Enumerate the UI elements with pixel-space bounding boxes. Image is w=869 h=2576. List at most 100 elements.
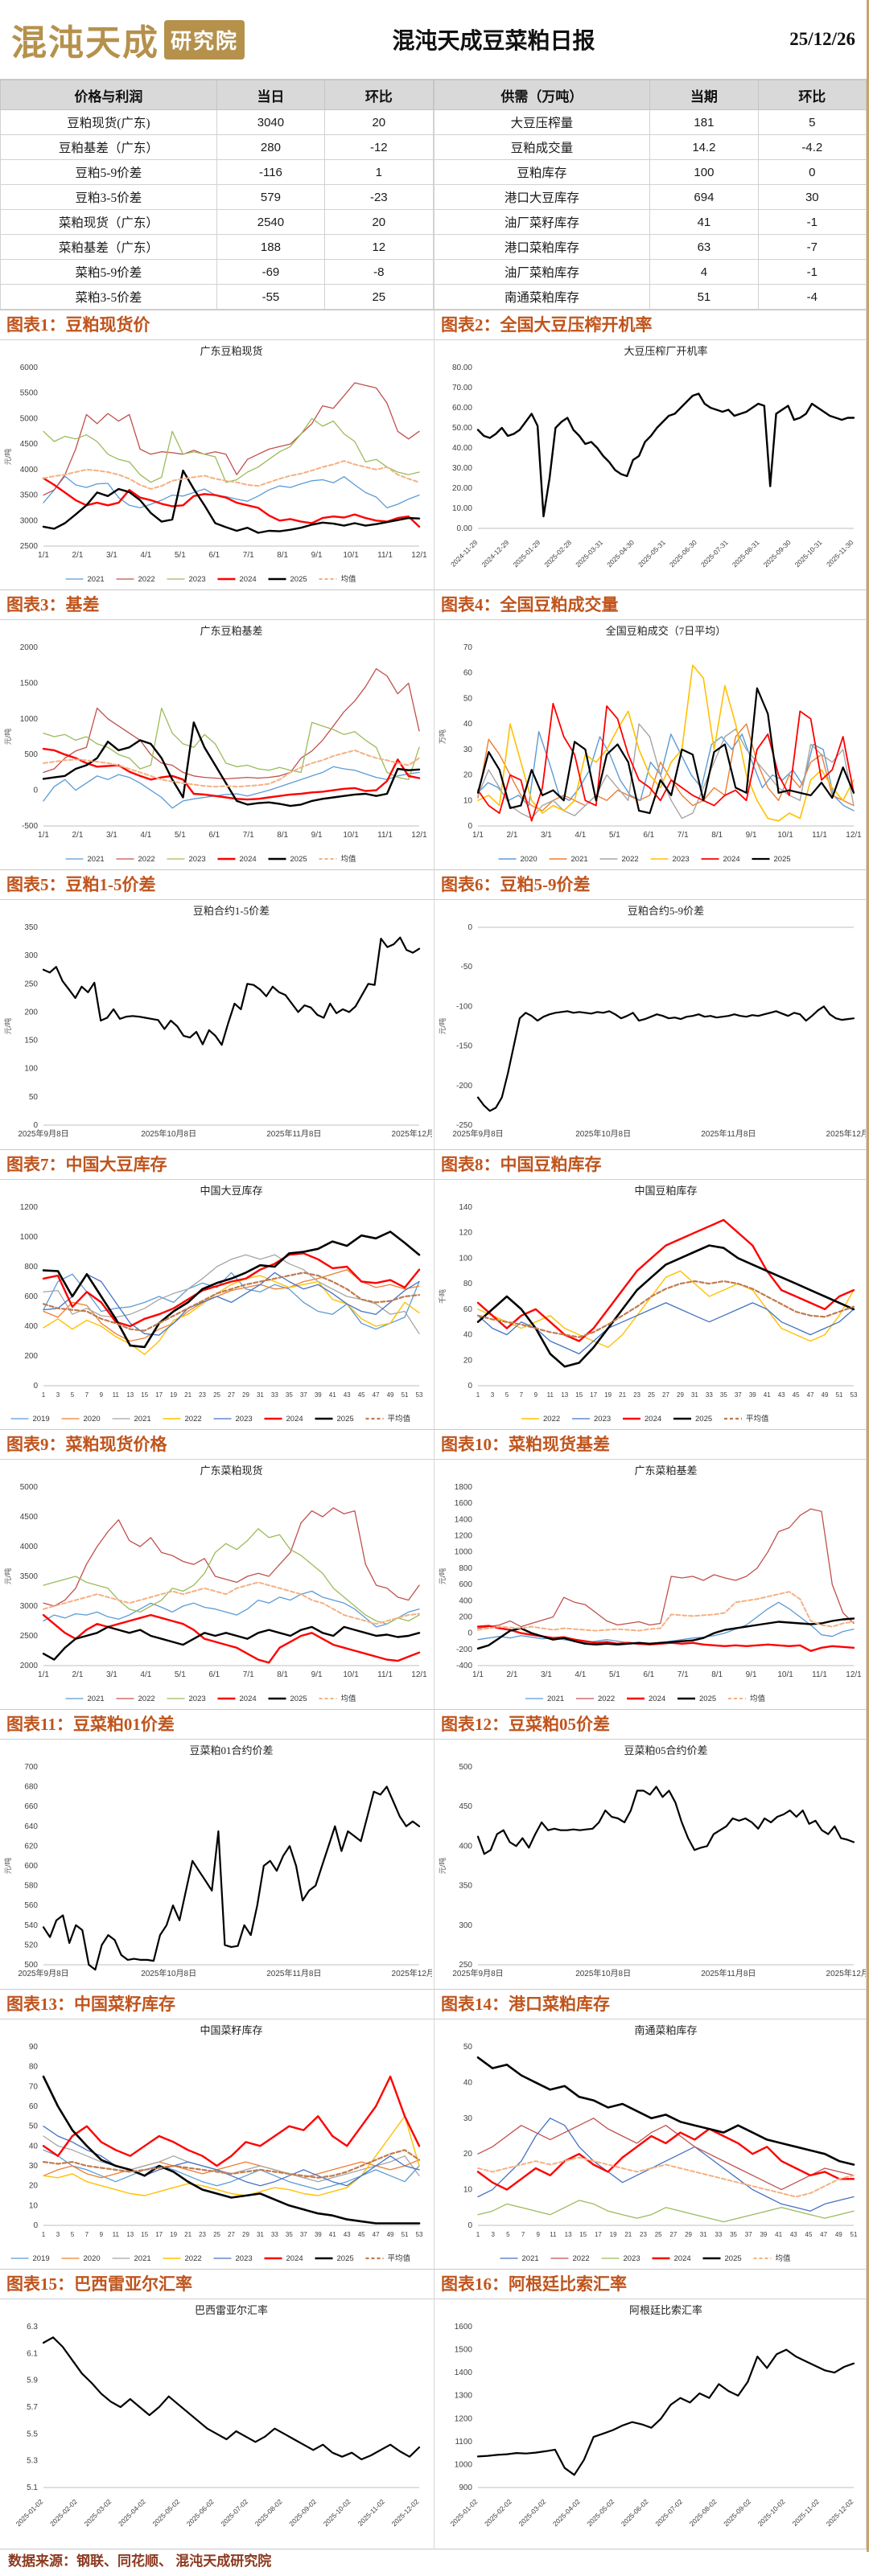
table-row: 菜粕5-9价差 -69 -8 <box>0 259 434 285</box>
row-label: 菜粕基差（广东） <box>0 234 217 260</box>
legend-label: 2021 <box>134 2254 151 2263</box>
chart-cell-c10: 图表10：菜粕现货基差 广东菜粕基差 -400 -200 0 200 400 600 800 10… <box>434 1430 867 1710</box>
series-line-2022 <box>477 1270 855 1349</box>
y-tick-label: 0 <box>467 923 472 932</box>
value-cell: 5 <box>757 109 867 135</box>
x-tick-label: 27 <box>669 2231 677 2238</box>
series-line-2024 <box>42 477 421 528</box>
y-tick-label: 5.3 <box>27 2457 38 2466</box>
legend-label: 2021 <box>88 1695 105 1703</box>
y-tick-label: 200 <box>459 1613 472 1621</box>
x-tick-label: 2025-08-02 <box>688 2497 719 2528</box>
x-tick-label: 45 <box>358 1391 365 1399</box>
y-tick-label: 50 <box>29 1093 39 1102</box>
x-tick-label: 5 <box>71 2231 75 2238</box>
x-tick-label: 2025年12月8日 <box>826 1968 867 1978</box>
x-tick-label: 2025年9月8日 <box>452 1968 503 1978</box>
legend-label: 2019 <box>33 1415 50 1424</box>
brand-logo-seal-icon: 研究院 <box>164 19 245 60</box>
y-tick-label: 90 <box>29 2043 39 2052</box>
chart-caption: 图表8：中国豆粕库存 <box>434 1150 866 1180</box>
x-tick-label: 2025-08-02 <box>253 2497 284 2528</box>
value-cell: -23 <box>324 184 434 210</box>
legend-label: 2021 <box>134 1415 151 1424</box>
x-tick-label: 7/1 <box>243 551 254 560</box>
x-tick-label: 9 <box>100 1391 104 1399</box>
y-tick-label: 520 <box>24 1941 38 1949</box>
x-tick-label: 2025-12-02 <box>825 2497 855 2528</box>
price-profit-table: 价格与利润 当日 环比 豆粕现货(广东) 3040 20 豆粕基差（广东） 280 -12 豆粕5… <box>0 80 434 310</box>
x-tick-label: 11/1 <box>812 1670 827 1679</box>
series-line-2020 <box>477 730 855 811</box>
x-tick-label: 2025-09-02 <box>722 2497 752 2528</box>
legend-label: 均值 <box>341 1694 357 1703</box>
x-tick-label: 7/1 <box>243 831 254 840</box>
x-tick-label: 35 <box>286 1391 293 1399</box>
value-cell: 1 <box>324 159 434 185</box>
y-tick-label: 50 <box>463 2043 473 2052</box>
y-tick-label: 5.7 <box>27 2403 38 2412</box>
row-label: 豆粕现货(广东) <box>0 109 217 135</box>
x-tick-label: 1 <box>42 1391 46 1399</box>
x-tick-label: 7/1 <box>243 1670 254 1679</box>
y-tick-label: 150 <box>24 1037 38 1046</box>
x-tick-label: 51 <box>850 2231 858 2238</box>
y-tick-label: -500 <box>22 822 38 831</box>
y-tick-label: 120 <box>459 1229 472 1238</box>
x-tick-label: 2/1 <box>507 1670 518 1679</box>
x-tick-label: 11/1 <box>377 551 393 560</box>
x-tick-label: 2025-11-02 <box>791 2497 822 2528</box>
x-tick-label: 2025-07-31 <box>699 538 730 569</box>
x-tick-label: 11/1 <box>377 1670 393 1679</box>
chart-cell-c16: 图表16：阿根廷比索汇率 阿根廷比索汇率 900 1000 1100 1200 1300 14… <box>434 2270 867 2549</box>
legend-label: 2023 <box>673 855 690 864</box>
x-tick-label: 9 <box>534 1391 538 1399</box>
series-line-2020 <box>43 2159 420 2179</box>
legend-label: 2021 <box>571 855 588 864</box>
x-tick-label: 6/1 <box>643 831 654 840</box>
x-tick-label: 2025-03-31 <box>574 538 604 569</box>
x-tick-label: 2025-10-02 <box>322 2497 352 2528</box>
legend-label: 2024 <box>240 575 257 584</box>
x-tick-label: 3 <box>491 2231 495 2238</box>
y-tick-label: 2500 <box>20 542 39 551</box>
y-tick-label: 70 <box>463 643 473 652</box>
report-header: 混沌天成 研究院 混沌天成豆菜粕日报 25/12/26 <box>0 0 867 79</box>
chart-caption: 图表4：全国豆粕成交量 <box>434 590 866 620</box>
table-row: 菜粕现货（广东） 2540 20 <box>0 209 434 235</box>
y-tick-label: 60 <box>463 669 473 678</box>
x-tick-label: 3/1 <box>541 1670 552 1679</box>
y-tick-label: 1400 <box>455 1515 473 1524</box>
legend-label: 均值 <box>341 574 357 584</box>
row-label: 港口菜粕库存 <box>433 234 651 260</box>
chart-inner-title: 广东豆粕基差 <box>200 625 262 637</box>
y-tick-label: 1000 <box>20 1233 39 1242</box>
chart-cell-c6: 图表6：豆粕5-9价差 豆粕合约5-9价差 -250 -200 -150 -100 -50 0… <box>434 870 867 1150</box>
legend-label: 2021 <box>522 2254 539 2263</box>
series-line-1-5价差 <box>42 936 421 1046</box>
y-tick-label: 4000 <box>20 1543 39 1551</box>
series-line-2024 <box>476 2127 855 2191</box>
legend-label: 均值 <box>776 2253 792 2263</box>
y-tick-label: 0 <box>33 787 38 795</box>
y-tick-label: 1600 <box>455 1499 473 1508</box>
x-tick-label: 9 <box>100 2231 104 2238</box>
x-tick-label: 7 <box>520 1391 524 1399</box>
y-tick-label: 350 <box>459 1882 472 1891</box>
report-date: 25/12/26 <box>789 29 855 49</box>
y-tick-label: 580 <box>24 1882 38 1891</box>
report-footer: 数据来源：钢联、同花顺、 混沌天成研究院 <box>0 2549 867 2576</box>
y-tick-label: -200 <box>456 1082 472 1091</box>
table-row: 豆粕成交量 14.2 -4.2 <box>433 134 867 160</box>
y-tick-label: 100 <box>459 1254 472 1263</box>
x-tick-label: 7 <box>85 1391 89 1399</box>
y-tick-label: 140 <box>459 1203 472 1212</box>
x-tick-label: 35 <box>720 1391 727 1399</box>
y-tick-label: 3500 <box>20 1572 39 1581</box>
chart-inner-title: 全国豆粕成交（7日平均） <box>606 625 727 637</box>
x-tick-label: 9 <box>536 2231 540 2238</box>
legend-label: 2024 <box>240 855 257 864</box>
x-tick-label: 21 <box>184 1391 192 1399</box>
x-tick-label: 17 <box>595 2231 602 2238</box>
legend-label: 平均值 <box>388 2253 411 2263</box>
